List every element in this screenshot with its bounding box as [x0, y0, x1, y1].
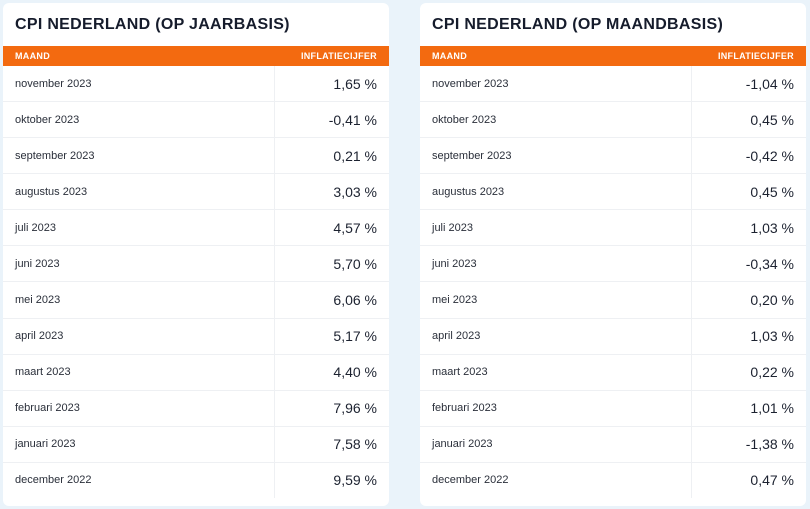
month-cell: maart 2023: [420, 354, 692, 390]
table-row: februari 2023 7,96 %: [3, 390, 389, 427]
month-cell: mei 2023: [420, 282, 692, 318]
month-cell: april 2023: [3, 318, 275, 354]
table-body: november 2023 -1,04 % oktober 2023 0,45 % …: [420, 66, 806, 498]
month-cell: januari 2023: [3, 426, 275, 462]
table-row: november 2023 1,65 %: [3, 66, 389, 103]
month-cell: december 2022: [420, 462, 692, 498]
value-cell: -1,38 %: [745, 436, 794, 453]
value-cell: 1,03 %: [750, 219, 794, 236]
value-cell: 4,40 %: [333, 364, 377, 381]
table-header: MAAND INFLATIECIJFER: [3, 46, 389, 66]
month-cell: oktober 2023: [420, 102, 692, 138]
value-cell: 0,21 %: [333, 147, 377, 164]
table-row: februari 2023 1,01 %: [420, 390, 806, 427]
table-row: maart 2023 0,22 %: [420, 354, 806, 391]
value-cell: 5,70 %: [333, 255, 377, 272]
cpi-yearly-card: CPI NEDERLAND (OP JAARBASIS) MAAND INFLA…: [3, 3, 389, 506]
table-row: september 2023 -0,42 %: [420, 138, 806, 175]
table-row: november 2023 -1,04 %: [420, 66, 806, 103]
value-cell: 0,45 %: [750, 111, 794, 128]
value-cell: 0,47 %: [750, 472, 794, 489]
month-cell: september 2023: [420, 138, 692, 174]
month-cell: april 2023: [420, 318, 692, 354]
table-row: april 2023 5,17 %: [3, 318, 389, 355]
table-row: april 2023 1,03 %: [420, 318, 806, 355]
column-header-month: MAAND: [432, 51, 467, 61]
table-row: oktober 2023 0,45 %: [420, 102, 806, 139]
column-header-month: MAAND: [15, 51, 50, 61]
month-cell: maart 2023: [3, 354, 275, 390]
column-header-inflation: INFLATIECIJFER: [300, 51, 377, 61]
value-cell: 1,03 %: [750, 328, 794, 345]
value-cell: 0,45 %: [750, 183, 794, 200]
value-cell: 5,17 %: [333, 328, 377, 345]
value-cell: 3,03 %: [333, 183, 377, 200]
value-cell: 7,58 %: [333, 436, 377, 453]
month-cell: februari 2023: [420, 390, 692, 426]
cpi-monthly-card: CPI NEDERLAND (OP MAANDBASIS) MAAND INFL…: [420, 3, 806, 506]
month-cell: februari 2023: [3, 390, 275, 426]
month-cell: mei 2023: [3, 282, 275, 318]
table-row: augustus 2023 0,45 %: [420, 174, 806, 211]
value-cell: 7,96 %: [333, 400, 377, 417]
month-cell: oktober 2023: [3, 102, 275, 138]
table-row: december 2022 0,47 %: [420, 462, 806, 498]
table-row: maart 2023 4,40 %: [3, 354, 389, 391]
month-cell: juni 2023: [420, 246, 692, 282]
value-cell: 0,20 %: [750, 292, 794, 308]
card-title: CPI NEDERLAND (OP MAANDBASIS): [432, 16, 724, 33]
column-header-inflation: INFLATIECIJFER: [717, 51, 794, 61]
value-cell: 9,59 %: [333, 472, 377, 489]
month-cell: november 2023: [3, 66, 275, 102]
month-cell: september 2023: [3, 138, 275, 174]
table-row: januari 2023 7,58 %: [3, 426, 389, 463]
table-row: juli 2023 4,57 %: [3, 210, 389, 247]
month-cell: juli 2023: [3, 210, 275, 246]
month-cell: juni 2023: [3, 246, 275, 282]
table-row: juni 2023 5,70 %: [3, 246, 389, 283]
value-cell: 1,65 %: [333, 75, 377, 92]
table-row: juni 2023 -0,34 %: [420, 246, 806, 283]
month-cell: augustus 2023: [3, 174, 275, 210]
table-row: oktober 2023 -0,41 %: [3, 102, 389, 139]
month-cell: augustus 2023: [420, 174, 692, 210]
table-row: januari 2023 -1,38 %: [420, 426, 806, 463]
month-cell: juli 2023: [420, 210, 692, 246]
value-cell: 6,06 %: [333, 292, 377, 308]
table-header: MAAND INFLATIECIJFER: [420, 46, 806, 66]
value-cell: -0,41 %: [328, 111, 377, 128]
value-cell: -0,42 %: [745, 147, 794, 164]
table-row: mei 2023 0,20 %: [420, 282, 806, 319]
table-body: november 2023 1,65 % oktober 2023 -0,41 % …: [3, 66, 389, 498]
month-cell: december 2022: [3, 462, 275, 498]
value-cell: 1,01 %: [750, 400, 794, 417]
value-cell: -1,04 %: [745, 75, 794, 92]
table-row: juli 2023 1,03 %: [420, 210, 806, 247]
card-title: CPI NEDERLAND (OP JAARBASIS): [15, 16, 290, 33]
value-cell: 4,57 %: [333, 219, 377, 236]
value-cell: -0,34 %: [745, 255, 794, 272]
table-row: december 2022 9,59 %: [3, 462, 389, 498]
month-cell: november 2023: [420, 66, 692, 102]
table-row: augustus 2023 3,03 %: [3, 174, 389, 211]
month-cell: januari 2023: [420, 426, 692, 462]
value-cell: 0,22 %: [750, 364, 794, 381]
table-row: mei 2023 6,06 %: [3, 282, 389, 319]
table-row: september 2023 0,21 %: [3, 138, 389, 175]
